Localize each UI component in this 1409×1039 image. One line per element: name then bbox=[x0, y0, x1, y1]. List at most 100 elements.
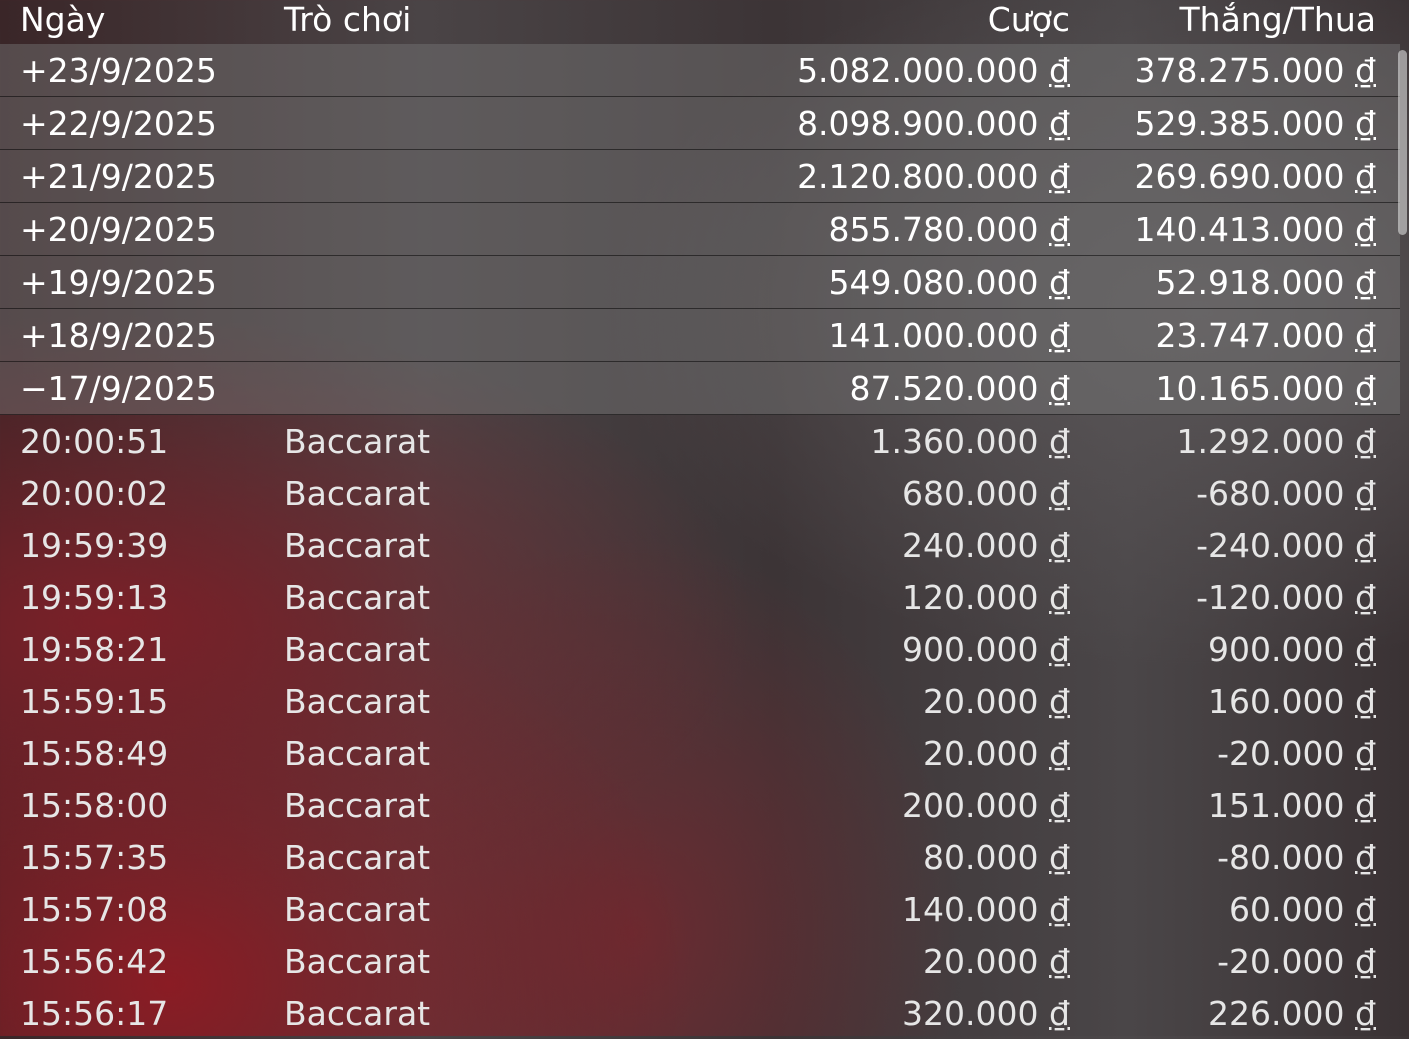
currency-symbol: ₫ bbox=[1049, 993, 1070, 1033]
scrollbar[interactable] bbox=[1398, 50, 1407, 235]
bet-winloss: -20.000 ₫ bbox=[1070, 734, 1376, 773]
amount: 2.120.800.000 bbox=[797, 156, 1039, 196]
currency-symbol: ₫ bbox=[1049, 941, 1070, 981]
bet-amount: 200.000 ₫ bbox=[622, 786, 1070, 825]
bet-game: Baccarat bbox=[284, 733, 431, 773]
currency-symbol: ₫ bbox=[1355, 103, 1376, 143]
amount: 269.690.000 bbox=[1134, 156, 1345, 196]
amount: 855.780.000 bbox=[828, 209, 1039, 249]
day-summary-row[interactable]: +21/9/2025 2.120.800.000 ₫ 269.690.000 ₫ bbox=[0, 150, 1400, 203]
header-game: Trò chơi bbox=[284, 0, 412, 39]
amount: 140.000 bbox=[902, 889, 1039, 929]
bet-row[interactable]: 15:58:49 Baccarat 20.000 ₫ -20.000 ₫ bbox=[0, 727, 1400, 779]
amount: -240.000 bbox=[1196, 525, 1345, 565]
bet-winloss: 1.292.000 ₫ bbox=[1070, 422, 1376, 461]
bet-game: Baccarat bbox=[284, 681, 431, 721]
amount: 1.292.000 bbox=[1176, 421, 1345, 461]
bet-time: 19:59:39 bbox=[20, 525, 169, 565]
bet-winloss: -80.000 ₫ bbox=[1070, 838, 1376, 877]
day-date-toggle[interactable]: +21/9/2025 bbox=[20, 156, 217, 196]
day-date-toggle[interactable]: +20/9/2025 bbox=[20, 209, 217, 249]
amount: -680.000 bbox=[1196, 473, 1345, 513]
amount: 900.000 bbox=[1208, 629, 1345, 669]
bet-row[interactable]: 15:58:00 Baccarat 200.000 ₫ 151.000 ₫ bbox=[0, 779, 1400, 831]
amount: 52.918.000 bbox=[1155, 262, 1345, 302]
day-bet: 87.520.000 ₫ bbox=[622, 369, 1070, 408]
day-bet: 855.780.000 ₫ bbox=[622, 210, 1070, 249]
day-summary-row[interactable]: +20/9/2025 855.780.000 ₫ 140.413.000 ₫ bbox=[0, 203, 1400, 256]
bet-game: Baccarat bbox=[284, 577, 431, 617]
currency-symbol: ₫ bbox=[1355, 156, 1376, 196]
bet-time: 15:57:35 bbox=[20, 837, 169, 877]
bet-row[interactable]: 15:56:42 Baccarat 20.000 ₫ -20.000 ₫ bbox=[0, 935, 1400, 987]
bet-amount: 20.000 ₫ bbox=[622, 942, 1070, 981]
amount: 87.520.000 bbox=[849, 368, 1039, 408]
day-summary-row[interactable]: +18/9/2025 141.000.000 ₫ 23.747.000 ₫ bbox=[0, 309, 1400, 362]
currency-symbol: ₫ bbox=[1355, 368, 1376, 408]
currency-symbol: ₫ bbox=[1355, 473, 1376, 513]
day-summary-row[interactable]: +19/9/2025 549.080.000 ₫ 52.918.000 ₫ bbox=[0, 256, 1400, 309]
amount: 680.000 bbox=[902, 473, 1039, 513]
amount: 5.082.000.000 bbox=[797, 50, 1039, 90]
bet-time: 20:00:02 bbox=[20, 473, 169, 513]
amount: 900.000 bbox=[902, 629, 1039, 669]
currency-symbol: ₫ bbox=[1355, 733, 1376, 773]
amount: 529.385.000 bbox=[1134, 103, 1345, 143]
bet-row[interactable]: 20:00:51 Baccarat 1.360.000 ₫ 1.292.000 ₫ bbox=[0, 415, 1400, 467]
bet-row[interactable]: 15:56:17 Baccarat 320.000 ₫ 226.000 ₫ bbox=[0, 987, 1400, 1039]
day-date-toggle[interactable]: +18/9/2025 bbox=[20, 315, 217, 355]
day-bet: 2.120.800.000 ₫ bbox=[622, 157, 1070, 196]
day-winloss: 529.385.000 ₫ bbox=[1070, 104, 1376, 143]
currency-symbol: ₫ bbox=[1355, 837, 1376, 877]
amount: 80.000 bbox=[923, 837, 1039, 877]
bet-row[interactable]: 19:58:21 Baccarat 900.000 ₫ 900.000 ₫ bbox=[0, 623, 1400, 675]
currency-symbol: ₫ bbox=[1049, 315, 1070, 355]
day-winloss: 378.275.000 ₫ bbox=[1070, 51, 1376, 90]
bet-winloss: 160.000 ₫ bbox=[1070, 682, 1376, 721]
day-summary-row[interactable]: −17/9/2025 87.520.000 ₫ 10.165.000 ₫ bbox=[0, 362, 1400, 415]
amount: 151.000 bbox=[1208, 785, 1345, 825]
amount: 378.275.000 bbox=[1134, 50, 1345, 90]
currency-symbol: ₫ bbox=[1049, 577, 1070, 617]
bet-time: 15:58:00 bbox=[20, 785, 169, 825]
header-bet: Cược bbox=[987, 0, 1070, 39]
day-date-toggle[interactable]: −17/9/2025 bbox=[20, 368, 217, 408]
day-date-toggle[interactable]: +23/9/2025 bbox=[20, 50, 217, 90]
amount: 1.360.000 bbox=[870, 421, 1039, 461]
currency-symbol: ₫ bbox=[1049, 733, 1070, 773]
currency-symbol: ₫ bbox=[1049, 209, 1070, 249]
bet-row[interactable]: 15:57:08 Baccarat 140.000 ₫ 60.000 ₫ bbox=[0, 883, 1400, 935]
currency-symbol: ₫ bbox=[1049, 368, 1070, 408]
currency-symbol: ₫ bbox=[1049, 785, 1070, 825]
bet-game: Baccarat bbox=[284, 941, 431, 981]
currency-symbol: ₫ bbox=[1355, 785, 1376, 825]
day-date-toggle[interactable]: +22/9/2025 bbox=[20, 103, 217, 143]
bet-amount: 900.000 ₫ bbox=[622, 630, 1070, 669]
amount: 549.080.000 bbox=[828, 262, 1039, 302]
bet-row[interactable]: 19:59:13 Baccarat 120.000 ₫ -120.000 ₫ bbox=[0, 571, 1400, 623]
amount: 141.000.000 bbox=[828, 315, 1039, 355]
currency-symbol: ₫ bbox=[1049, 50, 1070, 90]
currency-symbol: ₫ bbox=[1355, 889, 1376, 929]
currency-symbol: ₫ bbox=[1049, 629, 1070, 669]
bet-amount: 20.000 ₫ bbox=[622, 734, 1070, 773]
currency-symbol: ₫ bbox=[1049, 473, 1070, 513]
bet-row[interactable]: 15:57:35 Baccarat 80.000 ₫ -80.000 ₫ bbox=[0, 831, 1400, 883]
day-summary-row[interactable]: +23/9/2025 5.082.000.000 ₫ 378.275.000 ₫ bbox=[0, 44, 1400, 97]
currency-symbol: ₫ bbox=[1049, 525, 1070, 565]
bet-amount: 20.000 ₫ bbox=[622, 682, 1070, 721]
bet-time: 15:57:08 bbox=[20, 889, 169, 929]
amount: 226.000 bbox=[1208, 993, 1345, 1033]
currency-symbol: ₫ bbox=[1355, 315, 1376, 355]
currency-symbol: ₫ bbox=[1355, 941, 1376, 981]
amount: 240.000 bbox=[902, 525, 1039, 565]
day-summary-row[interactable]: +22/9/2025 8.098.900.000 ₫ 529.385.000 ₫ bbox=[0, 97, 1400, 150]
bet-winloss: -240.000 ₫ bbox=[1070, 526, 1376, 565]
bet-row[interactable]: 19:59:39 Baccarat 240.000 ₫ -240.000 ₫ bbox=[0, 519, 1400, 571]
bet-winloss: 60.000 ₫ bbox=[1070, 890, 1376, 929]
bet-row[interactable]: 20:00:02 Baccarat 680.000 ₫ -680.000 ₫ bbox=[0, 467, 1400, 519]
bet-game: Baccarat bbox=[284, 421, 431, 461]
bet-row[interactable]: 15:59:15 Baccarat 20.000 ₫ 160.000 ₫ bbox=[0, 675, 1400, 727]
day-date-toggle[interactable]: +19/9/2025 bbox=[20, 262, 217, 302]
